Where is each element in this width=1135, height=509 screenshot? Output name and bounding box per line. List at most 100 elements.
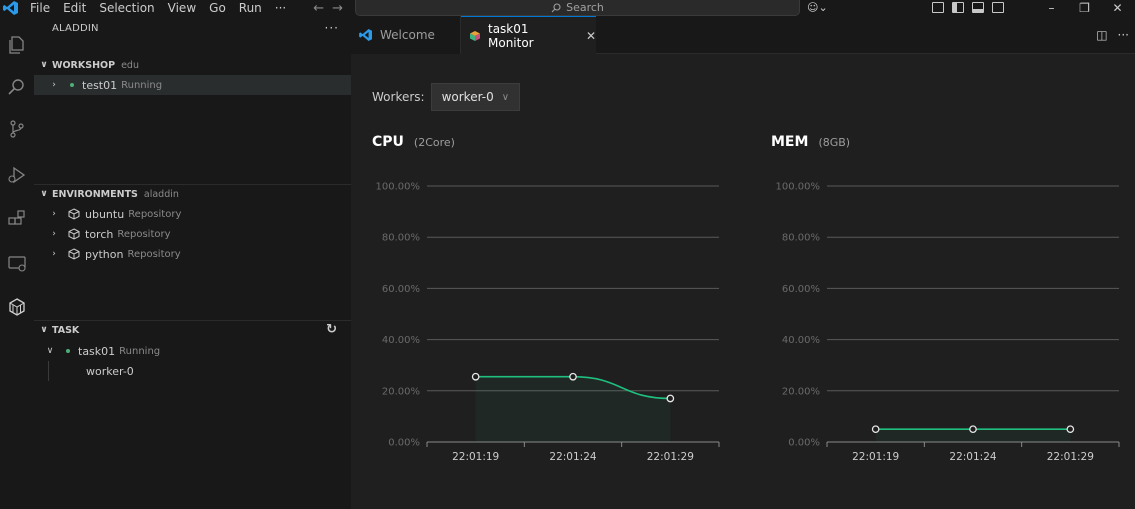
series-area [875,429,1071,442]
tree-item-worker-0[interactable]: worker-0 [48,361,351,381]
title-bar: File Edit Selection View Go Run ··· ← → … [0,0,1135,16]
cpu-subtitle: (2Core) [413,136,455,149]
mem-chart: 0.00% 20.00% 40.00% 60.00% 80.00% 100.00% 22:0… [776,182,1120,463]
y-tick-label: 40.00% [782,335,820,346]
y-tick-label: 40.00% [382,335,420,346]
tree-item-desc: Repository [117,228,171,240]
section-environments-label: ENVIRONMENTS [52,188,138,200]
search-icon [551,2,561,12]
tree-item-label: ubuntu [85,207,125,221]
workers-label: Workers: [372,90,425,104]
toggle-sidebar-icon[interactable] [952,2,964,13]
chevron-right-icon: › [52,249,56,259]
x-tick-label: 22:01:29 [1047,451,1094,463]
toggle-secondary-sidebar-icon[interactable] [992,2,1004,13]
chevron-down-icon: ∨ [501,91,510,103]
tree-item-ubuntu[interactable]: › ubuntu Repository [34,204,351,224]
refresh-icon[interactable]: ↻ [326,322,337,337]
close-icon[interactable]: ✕ [585,28,596,43]
series-area [475,376,671,442]
chevron-right-icon: › [52,229,56,239]
cpu-chart: 0.00% 20.00% 40.00% 60.00% 80.00% 100.00% 22:0… [376,182,720,463]
section-workshop[interactable]: ∨ WORKSHOP edu [34,56,351,74]
activity-bar [0,16,34,509]
y-tick-label: 80.00% [382,233,420,244]
tree-item-desc: Repository [128,208,182,220]
section-task-label: TASK [52,324,80,336]
tree-item-label: task01 [78,344,116,358]
aladdin-cube-icon [470,30,480,41]
extensions-icon[interactable] [4,206,30,232]
y-tick-label: 100.00% [776,182,821,193]
tree-item-label: torch [85,227,114,241]
aladdin-extension-icon[interactable] [4,294,30,320]
more-actions-icon[interactable]: ··· [1117,28,1129,42]
command-center-search[interactable]: Search [355,0,800,16]
vscode-logo-icon [359,29,372,41]
worker-select[interactable]: worker-0 ∨ [430,83,521,111]
data-point [969,425,977,434]
menu-go[interactable]: Go [209,1,226,15]
split-editor-icon[interactable]: ◫ [1096,28,1108,42]
copilot-icon[interactable]: ☺⌄ [807,1,828,14]
remote-explorer-icon[interactable] [4,250,30,276]
chevron-right-icon: › [52,80,56,90]
tab-bar: Welcome task01 Monitor ✕ ◫ ··· [351,16,1135,54]
cpu-title: CPU [372,134,404,150]
tree-item-torch[interactable]: › torch Repository [34,224,351,244]
menu-view[interactable]: View [167,1,197,15]
menu-more[interactable]: ··· [274,1,287,15]
chevron-down-icon: ∨ [40,60,48,70]
minimize-button[interactable]: – [1048,1,1055,15]
running-status-icon [66,349,70,353]
chevron-down-icon: ∨ [46,346,54,356]
x-tick-label: 22:01:19 [852,451,899,463]
x-tick-label: 22:01:24 [549,451,596,463]
menu-run[interactable]: Run [238,1,262,15]
vscode-logo-icon [0,0,22,16]
mem-title: MEM [771,134,809,150]
sidebar: ALADDIN ··· ∨ WORKSHOP edu › test01 Runn… [34,16,351,509]
menu-edit[interactable]: Edit [63,1,87,15]
y-tick-label: 20.00% [782,386,820,397]
back-arrow-icon[interactable]: ← [313,0,325,16]
chevron-right-icon: › [52,209,56,219]
sidebar-more-icon[interactable]: ··· [324,21,339,35]
x-tick-label: 22:01:24 [949,451,996,463]
section-workshop-desc: edu [121,59,139,71]
tree-item-python[interactable]: › python Repository [34,244,351,264]
search-activity-icon[interactable] [4,74,30,100]
explorer-icon[interactable] [4,32,30,58]
tab-task01-monitor[interactable]: task01 Monitor ✕ [461,16,596,54]
y-tick-label: 100.00% [376,182,421,193]
toggle-panel-icon[interactable] [972,2,984,13]
forward-arrow-icon[interactable]: → [332,0,344,16]
section-divider [34,184,351,185]
y-tick-label: 0.00% [388,438,420,449]
search-label: Search [566,1,604,14]
menu-selection[interactable]: Selection [99,1,155,15]
restore-button[interactable]: ❐ [1079,1,1090,15]
package-icon [68,228,80,240]
y-tick-label: 20.00% [382,386,420,397]
section-task[interactable]: ∨ TASK ↻ [34,321,351,339]
section-environments[interactable]: ∨ ENVIRONMENTS aladdin [34,185,351,203]
data-point [1066,425,1075,434]
tree-item-test01[interactable]: › test01 Running [34,75,351,95]
customize-layout-icon[interactable] [932,2,944,13]
chevron-down-icon: ∨ [40,325,48,335]
tree-item-desc: Repository [127,248,181,260]
mem-chart-title: MEM (8GB) [771,134,850,150]
data-point [871,425,880,434]
running-status-icon [70,83,74,87]
tab-welcome[interactable]: Welcome [351,16,461,54]
worker-select-value: worker-0 [441,90,494,104]
run-debug-icon[interactable] [4,162,30,188]
menu-file[interactable]: File [30,1,51,15]
close-window-button[interactable]: ✕ [1112,1,1123,15]
tree-item-task01[interactable]: ∨ task01 Running [34,341,351,361]
data-point [471,372,480,381]
section-workshop-label: WORKSHOP [52,59,116,71]
source-control-icon[interactable] [4,116,30,142]
mem-subtitle: (8GB) [818,136,851,149]
